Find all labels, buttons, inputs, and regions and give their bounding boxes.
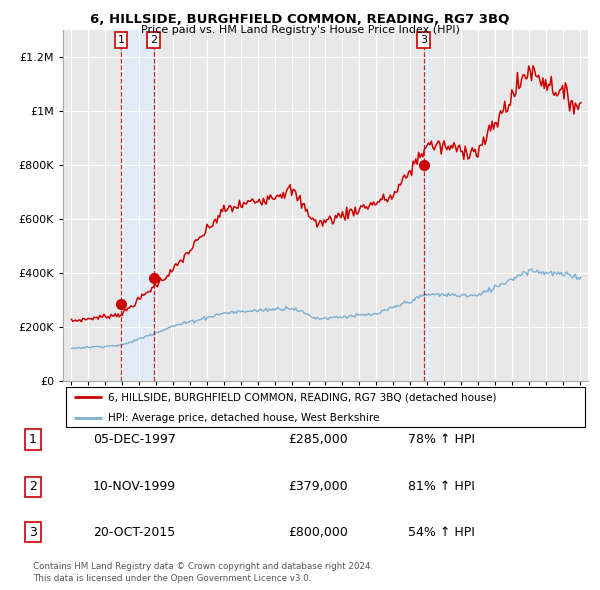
Text: 1: 1 (118, 35, 124, 45)
Text: 6, HILLSIDE, BURGHFIELD COMMON, READING, RG7 3BQ: 6, HILLSIDE, BURGHFIELD COMMON, READING,… (91, 13, 509, 26)
Text: £379,000: £379,000 (288, 480, 347, 493)
Text: 10-NOV-1999: 10-NOV-1999 (93, 480, 176, 493)
Bar (424, 30, 432, 381)
Text: 81% ↑ HPI: 81% ↑ HPI (408, 480, 475, 493)
Text: Contains HM Land Registry data © Crown copyright and database right 2024.
This d: Contains HM Land Registry data © Crown c… (33, 562, 373, 583)
Text: HPI: Average price, detached house, West Berkshire: HPI: Average price, detached house, West… (107, 412, 379, 422)
Text: £285,000: £285,000 (288, 433, 348, 446)
Text: 20-OCT-2015: 20-OCT-2015 (93, 526, 175, 539)
Text: 2: 2 (150, 35, 157, 45)
Text: 3: 3 (420, 35, 427, 45)
Bar (121, 30, 154, 381)
Text: 05-DEC-1997: 05-DEC-1997 (93, 433, 176, 446)
FancyBboxPatch shape (65, 388, 586, 427)
Text: 1: 1 (29, 433, 37, 446)
Text: 2: 2 (29, 480, 37, 493)
Text: 3: 3 (29, 526, 37, 539)
Text: 6, HILLSIDE, BURGHFIELD COMMON, READING, RG7 3BQ (detached house): 6, HILLSIDE, BURGHFIELD COMMON, READING,… (107, 392, 496, 402)
Text: 78% ↑ HPI: 78% ↑ HPI (408, 433, 475, 446)
Text: 54% ↑ HPI: 54% ↑ HPI (408, 526, 475, 539)
Text: Price paid vs. HM Land Registry's House Price Index (HPI): Price paid vs. HM Land Registry's House … (140, 25, 460, 35)
Text: £800,000: £800,000 (288, 526, 348, 539)
